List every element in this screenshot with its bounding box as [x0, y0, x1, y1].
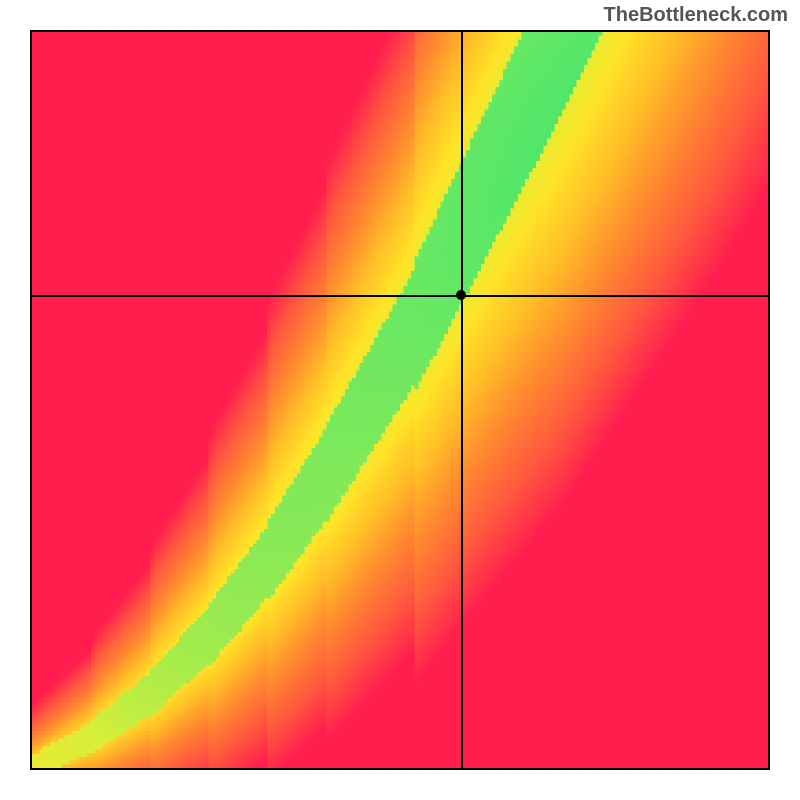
watermark-text: TheBottleneck.com	[604, 4, 788, 27]
chart-container: TheBottleneck.com	[0, 0, 800, 800]
heatmap-plot	[30, 30, 770, 770]
heatmap-canvas	[32, 32, 768, 768]
